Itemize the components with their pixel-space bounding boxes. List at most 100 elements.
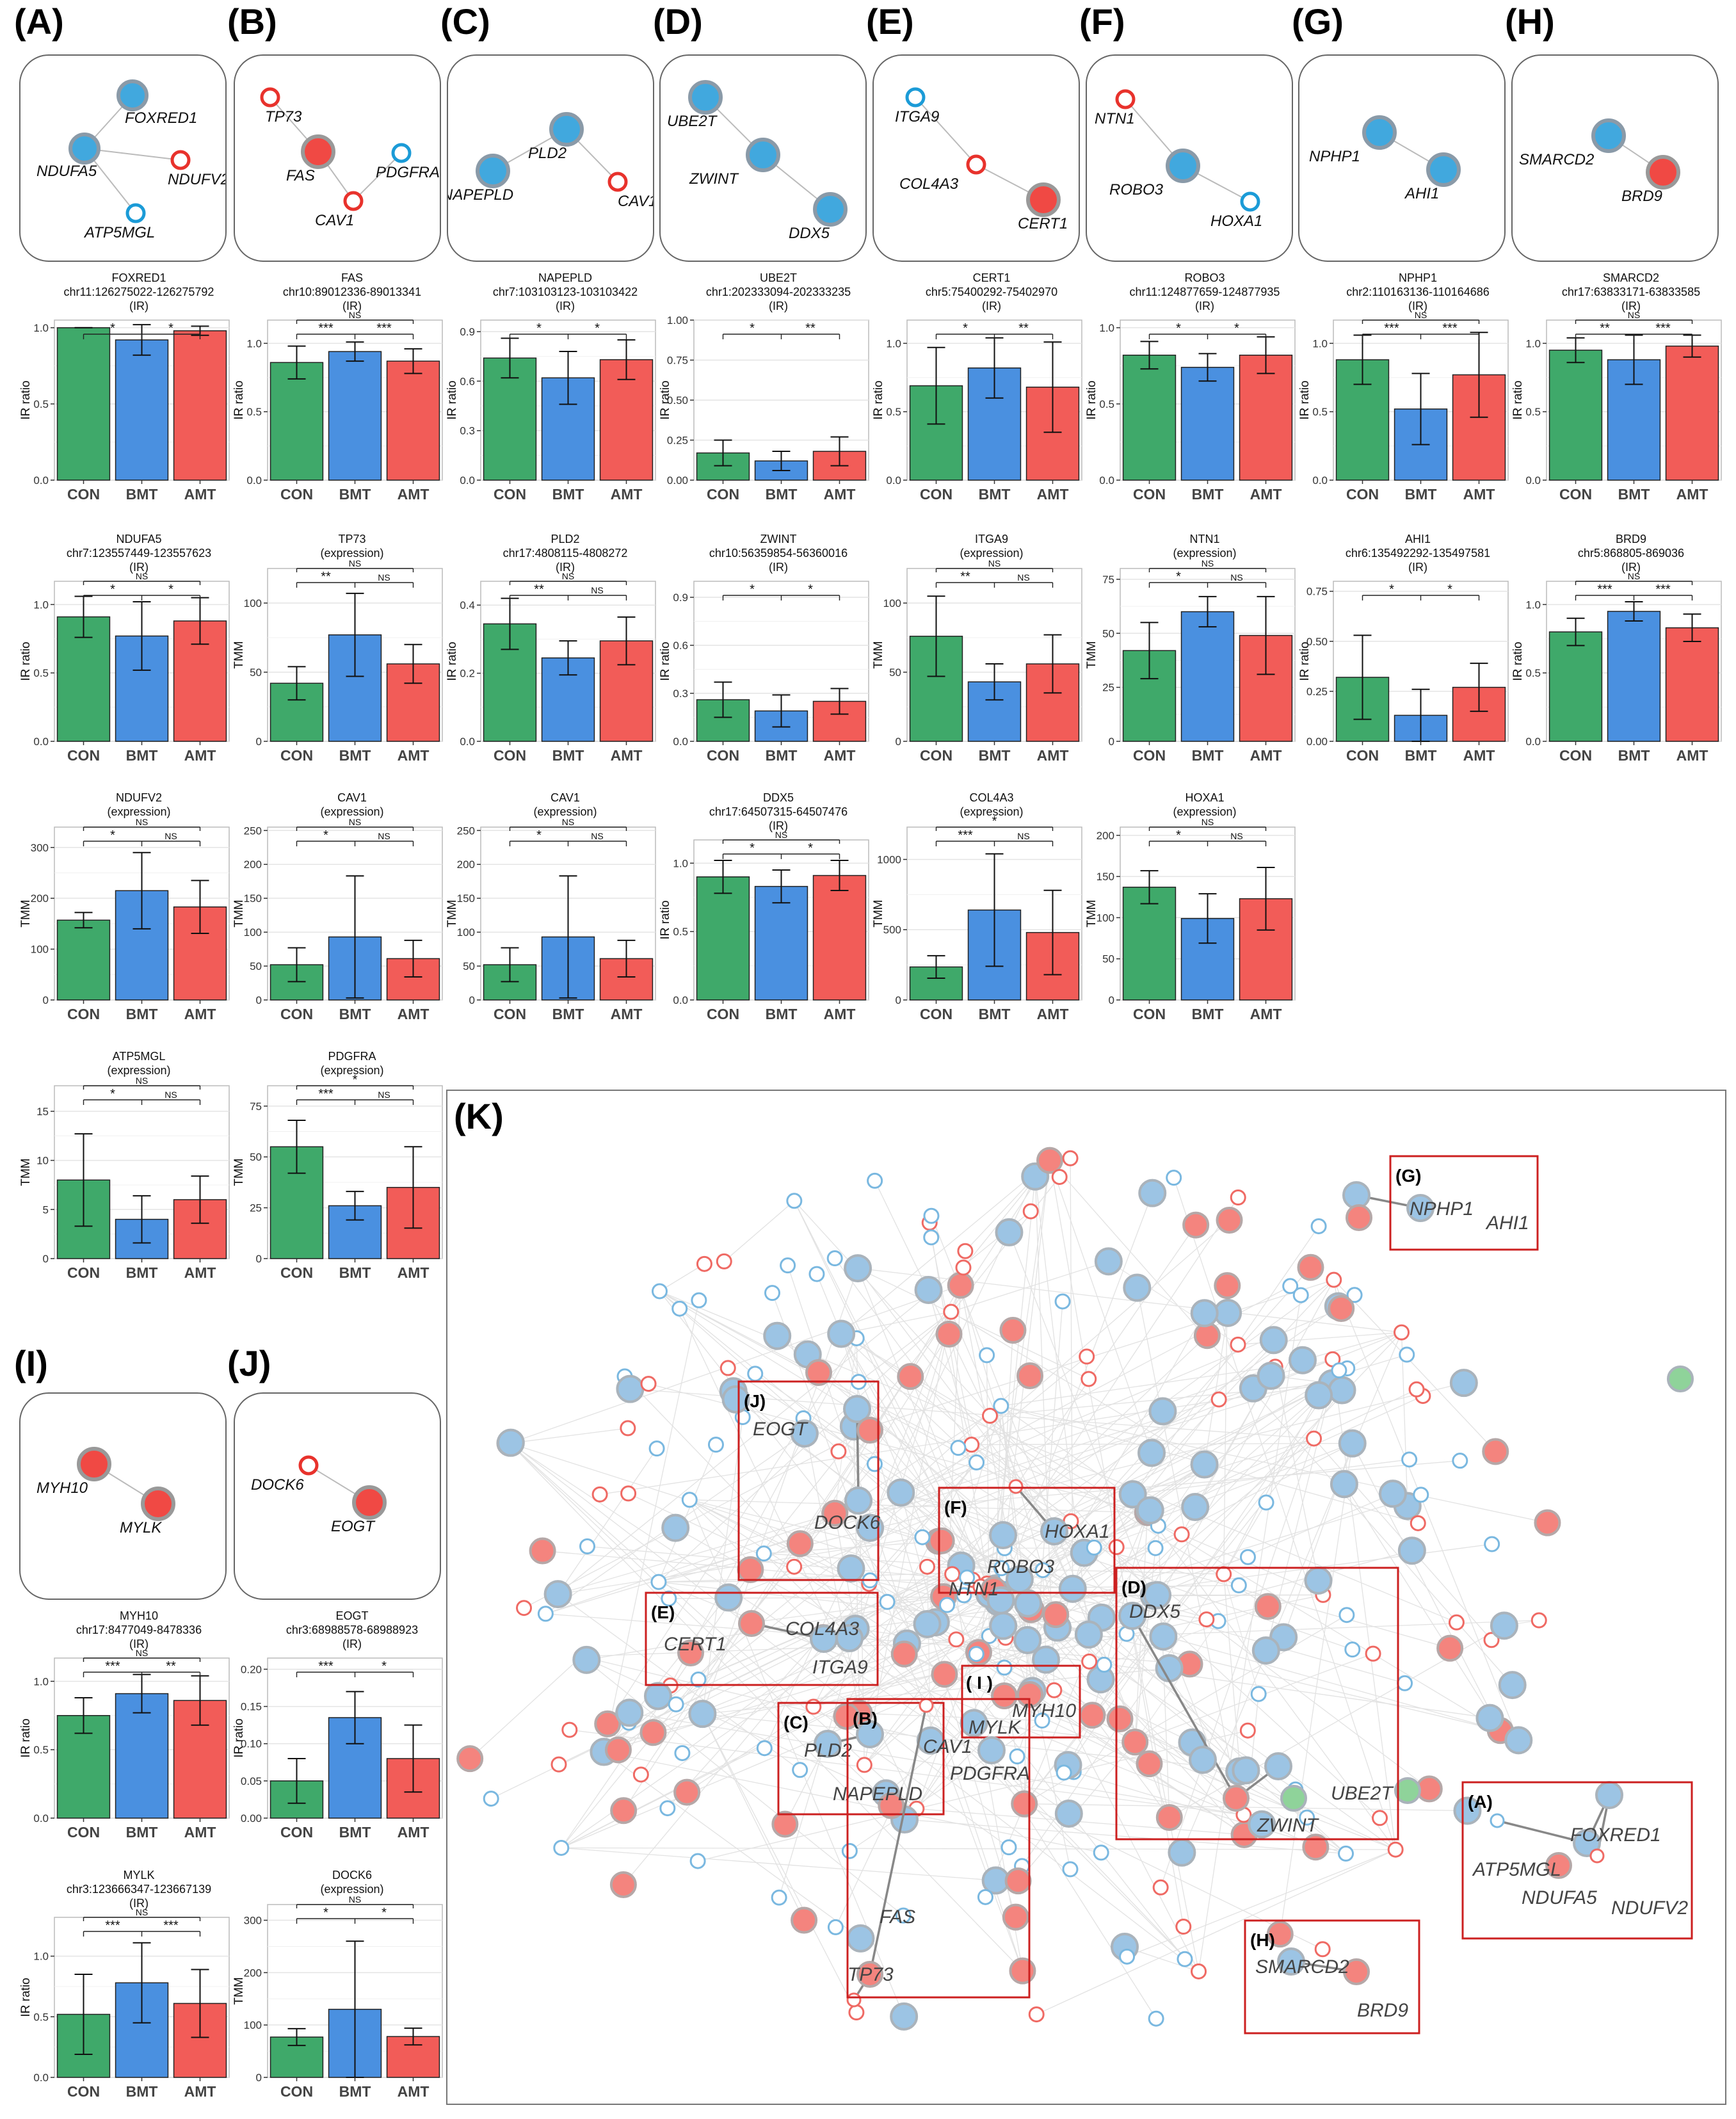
network-node	[738, 1558, 762, 1582]
chart-title: chr3:123666347-123667139	[67, 1883, 211, 1896]
x-tick-label: AMT	[824, 747, 856, 764]
chart-title: MYLK	[123, 1869, 154, 1881]
significance-label: NS	[136, 1076, 148, 1086]
network-node	[757, 1741, 771, 1755]
y-axis-label: TMM	[1085, 641, 1098, 668]
network-node	[70, 134, 99, 163]
significance-label: NS	[136, 1907, 148, 1917]
chart-title: chr7:123557449-123557623	[67, 547, 211, 560]
gene-label: UBE2T	[1331, 1783, 1394, 1804]
y-tick-label: 0.00	[667, 474, 688, 487]
network-node	[848, 1994, 860, 2006]
chart-title: (expression)	[107, 805, 170, 818]
network-node	[675, 1746, 689, 1760]
network-node	[1175, 1527, 1189, 1542]
bar-chart: MYH10chr17:8477049-8478336(IR)0.00.51.0I…	[19, 1607, 230, 1860]
node-label: NTN1	[1095, 110, 1135, 127]
y-tick-label: 1000	[877, 853, 901, 866]
significance-label: NS	[165, 831, 177, 841]
network-node	[593, 1487, 607, 1501]
y-tick-label: 0.00	[1306, 736, 1328, 748]
chart-title: FAS	[341, 271, 363, 284]
y-tick-label: 50	[250, 666, 262, 679]
y-tick-label: 1.0	[673, 857, 688, 869]
x-tick-label: BMT	[339, 486, 371, 503]
gene-label: EOGT	[753, 1419, 809, 1440]
chart-title: (IR)	[1408, 561, 1427, 574]
network-node	[1097, 1657, 1111, 1672]
y-tick-label: 0.00	[241, 1812, 262, 1825]
network-node-green	[1282, 1786, 1306, 1810]
x-tick-label: CON	[1559, 747, 1592, 764]
chart-title: (expression)	[320, 1883, 383, 1896]
y-tick-label: 0	[256, 1253, 262, 1265]
y-tick-label: 75	[1102, 574, 1114, 586]
network-node	[739, 1611, 764, 1636]
network-node	[1015, 1627, 1040, 1653]
panel-label-c: (C)	[440, 4, 490, 40]
network-node	[1398, 1676, 1412, 1690]
network-node	[848, 1926, 873, 1951]
network-node	[118, 81, 147, 109]
y-tick-label: 0.0	[460, 474, 475, 487]
network-node	[621, 1421, 635, 1435]
network-node	[1169, 1840, 1194, 1865]
network-node	[1315, 1942, 1330, 1956]
panel-label-d: (D)	[653, 4, 703, 40]
network-node	[1231, 1337, 1245, 1351]
chart-title: chr1:202333094-202333235	[706, 286, 851, 298]
x-tick-label: AMT	[1250, 486, 1282, 503]
network-node	[1306, 1383, 1331, 1408]
significance-label: *	[992, 814, 997, 828]
network-node	[1532, 1613, 1546, 1627]
y-tick-label: 250	[457, 825, 475, 837]
network-node	[1200, 1613, 1214, 1627]
network-node	[929, 1529, 954, 1553]
network-node	[1024, 1204, 1038, 1218]
y-axis-label: IR ratio	[1298, 641, 1312, 681]
significance-label: *	[1176, 828, 1181, 842]
y-tick-label: 0.0	[1312, 474, 1328, 487]
significance-label: ***	[163, 1919, 179, 1933]
network-node	[932, 1662, 956, 1686]
network-node	[691, 1854, 705, 1868]
network-node	[748, 1367, 762, 1381]
x-tick-label: AMT	[611, 486, 643, 503]
x-tick-label: CON	[920, 486, 952, 503]
network-node	[1001, 1318, 1025, 1342]
network-node	[793, 1763, 807, 1777]
network-node	[979, 1737, 1004, 1763]
chart-title: chr17:8477049-8478336	[76, 1623, 202, 1636]
bar-bmt	[1182, 612, 1234, 742]
significance-label: **	[166, 1659, 176, 1673]
chart-title: DOCK6	[332, 1869, 372, 1881]
significance-label: *	[595, 321, 600, 335]
network-node	[1096, 1248, 1121, 1274]
network-node	[1402, 1453, 1417, 1467]
gene-label: DOCK6	[814, 1512, 881, 1533]
x-tick-label: CON	[1133, 747, 1166, 764]
node-label: TP73	[265, 108, 302, 125]
significance-label: *	[168, 321, 173, 335]
y-axis-label: IR ratio	[19, 641, 33, 681]
x-tick-label: CON	[1559, 486, 1592, 503]
chart-title: chr7:103103123-103103422	[493, 286, 638, 298]
network-node	[1052, 1170, 1066, 1184]
x-tick-label: CON	[920, 747, 952, 764]
network-node	[552, 1757, 566, 1771]
bar-chart: EOGTchr3:68988578-68988923(IR)0.000.050.…	[232, 1607, 444, 1860]
significance-label: NS	[1017, 831, 1029, 841]
gene-label: TP73	[848, 1964, 894, 1985]
network-node	[641, 1377, 655, 1391]
chart-title: NDUFV2	[116, 791, 162, 804]
network-node	[949, 1632, 963, 1647]
chart-title: FOXRED1	[111, 271, 166, 284]
bar-amt	[814, 876, 866, 1000]
node-label: ROBO3	[1109, 181, 1164, 198]
network-node	[1192, 1452, 1218, 1478]
significance-label: NS	[562, 817, 574, 827]
network-node	[1047, 1683, 1061, 1697]
